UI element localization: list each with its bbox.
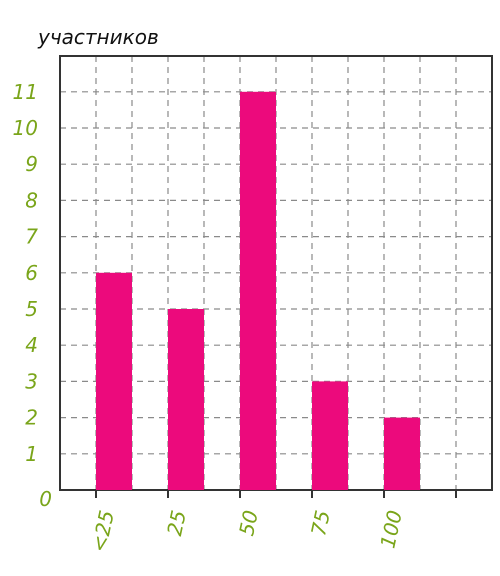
x-tick-labels: <25 25 50 75 100 xyxy=(87,490,457,554)
x-tick-label: <25 xyxy=(87,508,119,554)
bar-0 xyxy=(96,272,132,490)
y-tick-label: 1 xyxy=(25,442,38,466)
y-tick-label: 5 xyxy=(25,297,38,321)
y-tick-label: 2 xyxy=(25,406,38,430)
y-tick-label: 8 xyxy=(25,188,38,212)
y-tick-label: 3 xyxy=(25,369,38,393)
y-tick-label: 0 xyxy=(39,487,52,511)
bar-3 xyxy=(312,381,348,490)
y-tick-label: 7 xyxy=(25,225,38,249)
y-axis-label: участников xyxy=(37,25,159,49)
bars xyxy=(96,91,420,491)
x-tick-label: 100 xyxy=(375,508,406,550)
x-tick-label: 50 xyxy=(234,508,263,538)
bar-4 xyxy=(384,417,420,490)
y-tick-label: 9 xyxy=(25,152,38,176)
bar-2 xyxy=(240,91,276,491)
y-tick-label: 10 xyxy=(13,116,38,140)
y-tick-labels: 01 2 3 4 5 6 7 8 9 10 11 xyxy=(13,80,52,511)
bar-1 xyxy=(168,309,204,490)
x-tick-label: 25 xyxy=(162,508,191,538)
y-tick-label: 6 xyxy=(25,261,38,285)
y-tick-label: 11 xyxy=(13,80,38,104)
y-tick-label: 4 xyxy=(25,333,38,357)
x-tick-label: 75 xyxy=(306,508,335,538)
